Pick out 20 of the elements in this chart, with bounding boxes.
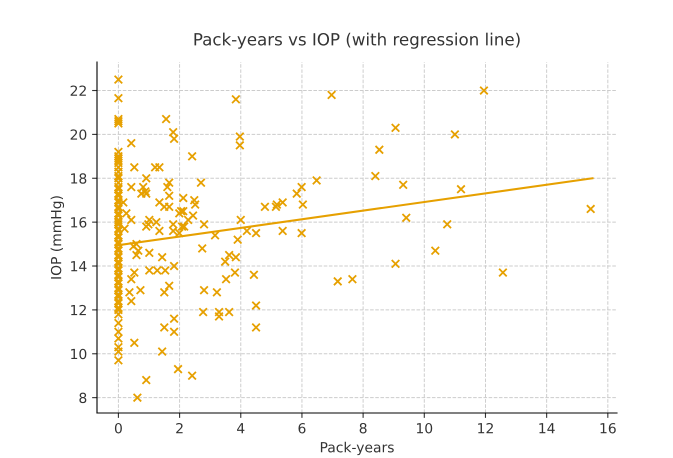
y-axis-title: IOP (mmHg) [50,196,64,279]
y-tick-label: 18 [71,173,86,184]
y-tick-label: 16 [71,217,86,228]
x-axis-title: Pack-years [320,442,394,456]
x-tick-label: 4 [237,423,244,434]
y-tick-label: 20 [70,129,86,140]
x-tick-label: 0 [114,422,122,434]
x-tick-label: 14 [539,423,555,434]
x-tick-label: 8 [360,422,367,434]
x-tick-label: 6 [298,422,306,434]
x-tick-label: 16 [600,422,616,434]
y-tick-label: 10 [71,348,86,360]
x-tick-label: 2 [176,422,183,434]
y-tick-label: 8 [79,392,86,404]
y-tick-label: 14 [71,261,86,272]
x-tick-label: 10 [416,422,432,434]
y-tick-label: 12 [71,304,86,316]
y-tick-label: 22 [70,85,86,96]
chart-title: Pack-years vs IOP (with regression line) [194,32,520,49]
x-tick-label: 12 [478,422,493,434]
